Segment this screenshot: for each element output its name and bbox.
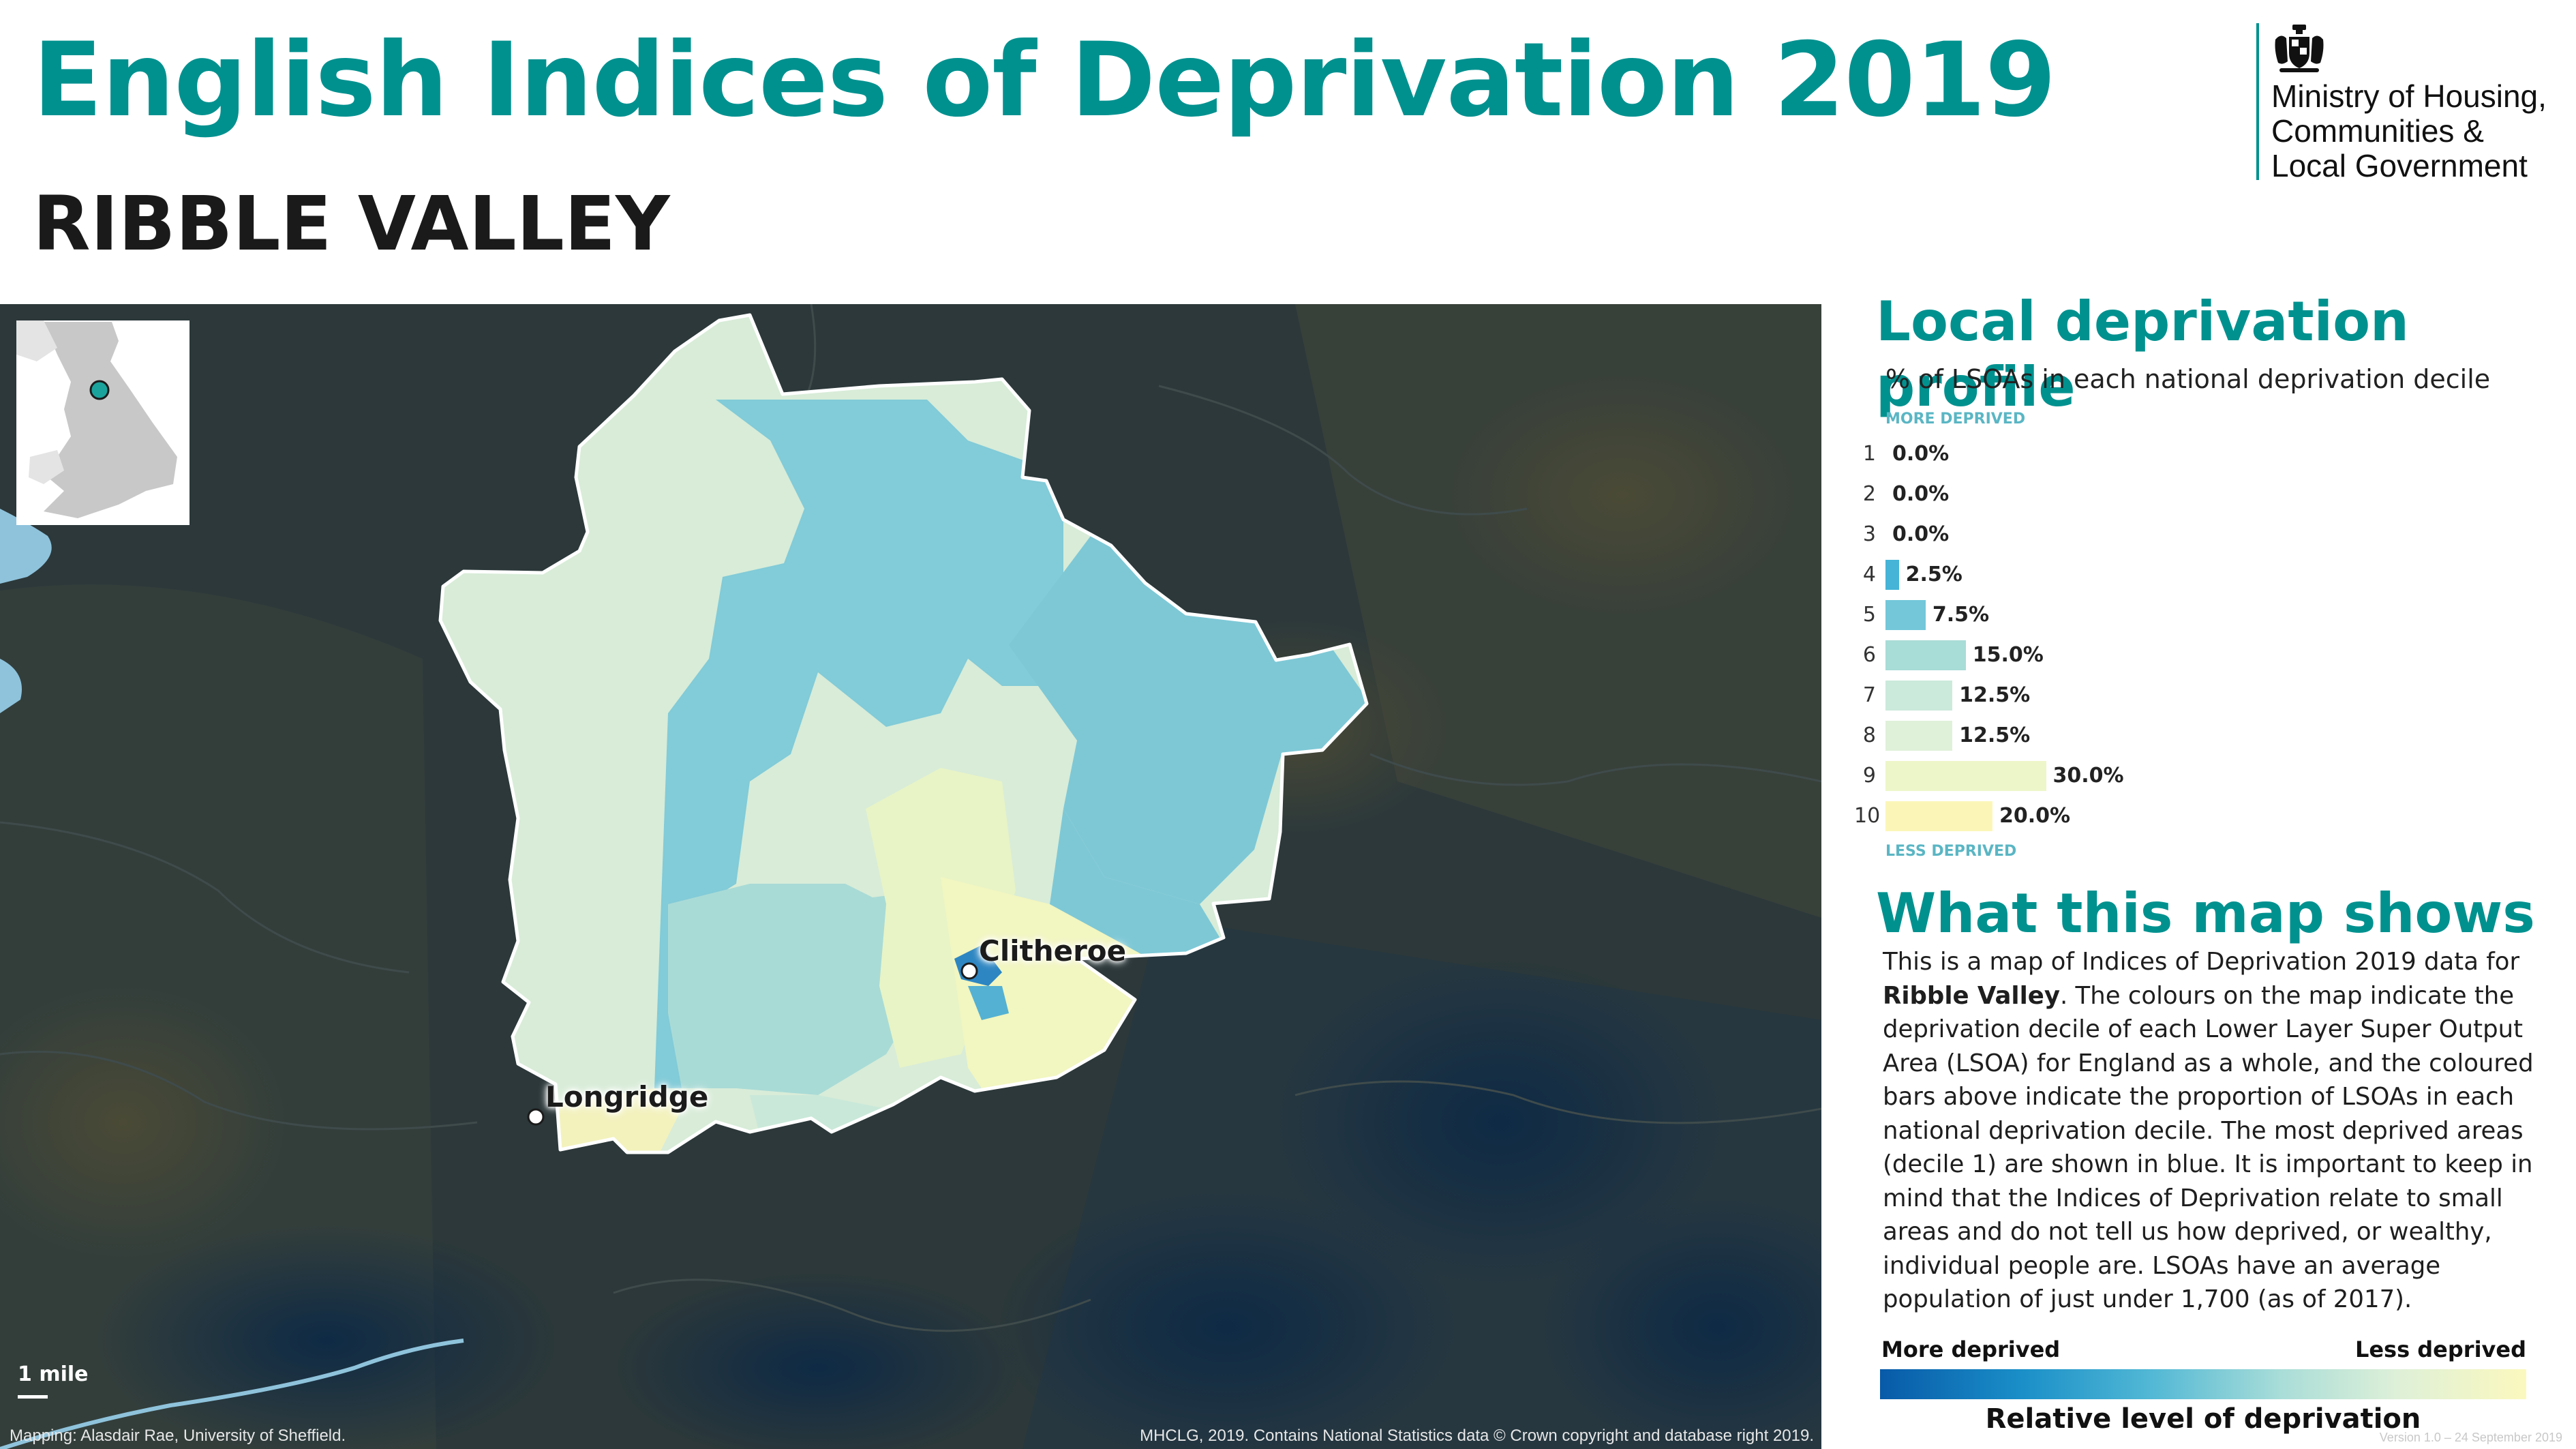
decile-percent: 2.5%	[1905, 563, 1963, 586]
decile-number: 2	[1862, 482, 1876, 506]
district-boundaries	[0, 304, 1821, 1332]
legend-title: Relative level of deprivation	[1985, 1403, 2421, 1435]
longridge-marker[interactable]	[527, 1108, 545, 1126]
legend-gradient-bar	[1880, 1369, 2526, 1399]
estuary	[0, 509, 52, 713]
scale-label: 1 mile	[18, 1362, 89, 1386]
more-deprived-label: MORE DEPRIVED	[1885, 410, 2026, 428]
clitheroe-marker[interactable]	[960, 962, 978, 980]
decile-number: 4	[1862, 563, 1876, 586]
legend-less-deprived: Less deprived	[2354, 1336, 2526, 1362]
profile-subtitle: % of LSOAs in each national deprivation …	[1885, 364, 2491, 394]
department-name-line: Communities &	[2271, 113, 2484, 149]
decile-percent: 15.0%	[1972, 643, 2044, 667]
decile-row: 6 15.0%	[1854, 638, 2195, 673]
page-title: English Indices of Deprivation 2019	[33, 21, 2056, 140]
decile-row: 3 0.0%	[1854, 517, 2195, 552]
decile-bar	[1885, 681, 1953, 711]
decile-percent: 0.0%	[1892, 522, 1950, 546]
decile-number: 10	[1854, 804, 1881, 828]
department-name-line: Local Government	[2271, 148, 2528, 183]
decile-number: 5	[1862, 603, 1876, 627]
decile-percent: 7.5%	[1932, 603, 1990, 627]
decile-percent: 30.0%	[2052, 764, 2124, 788]
version-note: Version 1.0 – 24 September 2019	[2379, 1431, 2562, 1444]
mapping-credit: Mapping: Alasdair Rae, University of She…	[10, 1426, 346, 1445]
deprivation-map[interactable]	[0, 304, 1821, 1449]
decile-bar	[1885, 600, 1926, 630]
explainer-title: What this map shows	[1876, 882, 2535, 945]
decile-bar	[1885, 640, 1966, 670]
decile-percent: 12.5%	[1959, 683, 2031, 707]
decile-number: 3	[1862, 522, 1876, 546]
department-name: Ministry of Housing, Communities & Local…	[2271, 79, 2558, 183]
data-credit: MHCLG, 2019. Contains National Statistic…	[1140, 1426, 1814, 1445]
explainer-text-rest: . The colours on the map indicate the de…	[1883, 981, 2534, 1314]
decile-number: 9	[1862, 764, 1876, 788]
legend-more-deprived: More deprived	[1881, 1336, 2061, 1362]
decile-row: 8 12.5%	[1854, 718, 2195, 753]
england-outline-icon	[16, 320, 177, 518]
department-logo: Ministry of Housing, Communities & Local…	[2256, 23, 2558, 183]
area-name: RIBBLE VALLEY	[33, 180, 670, 267]
decile-percent: 12.5%	[1959, 723, 2031, 747]
decile-number: 6	[1862, 643, 1876, 667]
decile-row: 1 0.0%	[1854, 436, 2195, 472]
locator-map	[16, 320, 190, 525]
decile-bar-chart: 1 0.0% 2 0.0% 3 0.0% 4 2.5% 5 7.5% 6 15.0% 7 12.5% 8 12…	[1854, 436, 2195, 839]
district-boundary	[438, 313, 1369, 1154]
decile-row: 5 7.5%	[1854, 597, 2195, 633]
decile-row: 9 30.0%	[1854, 758, 2195, 794]
profile-title: Local deprivation profile	[1876, 290, 2409, 419]
less-deprived-label: LESS DEPRIVED	[1885, 843, 2017, 860]
decile-percent: 0.0%	[1892, 482, 1950, 506]
decile-percent: 20.0%	[1999, 804, 2071, 828]
river	[0, 1339, 464, 1449]
explainer-area-name: Ribble Valley	[1883, 981, 2060, 1010]
decile-number: 7	[1862, 683, 1876, 707]
decile-number: 1	[1862, 442, 1876, 466]
decile-bar	[1885, 761, 2046, 791]
decile-row: 4 2.5%	[1854, 557, 2195, 593]
decile-percent: 0.0%	[1892, 442, 1950, 466]
explainer-text-start: This is a map of Indices of Deprivation …	[1883, 948, 2520, 976]
place-label-longridge: Longridge	[545, 1080, 709, 1114]
department-name-line: Ministry of Housing,	[2271, 78, 2547, 114]
decile-bar	[1885, 721, 1953, 751]
decile-bar	[1885, 560, 1899, 590]
decile-number: 8	[1862, 723, 1876, 747]
decile-bar	[1885, 801, 1992, 831]
decile-row: 10 20.0%	[1854, 798, 2195, 834]
royal-coat-of-arms-icon	[2275, 25, 2324, 72]
decile-row: 7 12.5%	[1854, 678, 2195, 713]
logo-rule	[2256, 23, 2259, 180]
decile-row: 2 0.0%	[1854, 477, 2195, 512]
place-label-clitheroe: Clitheroe	[979, 934, 1127, 968]
scale-bar	[18, 1395, 48, 1399]
explainer-text: This is a map of Indices of Deprivation …	[1883, 945, 2537, 1317]
